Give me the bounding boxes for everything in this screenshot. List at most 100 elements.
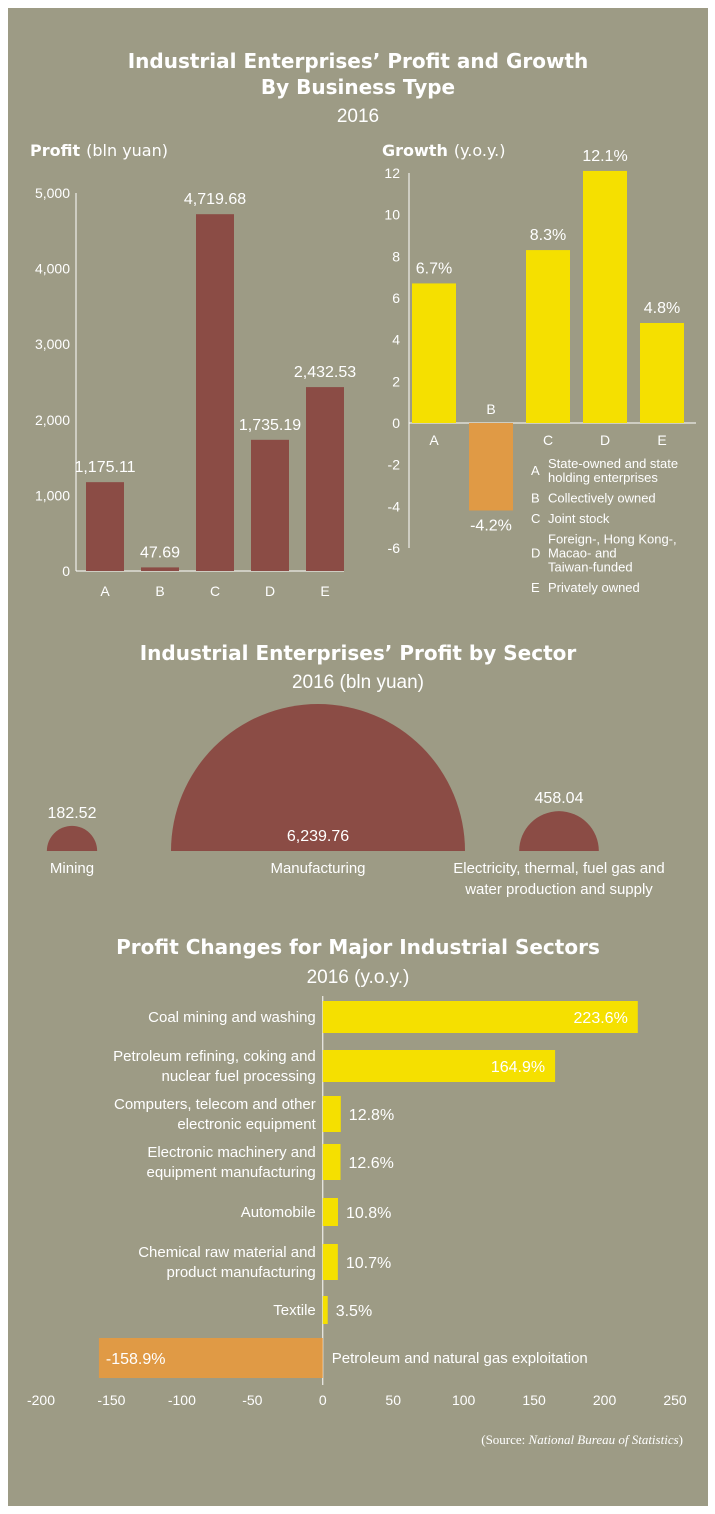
profit-category-label: D [265,583,275,599]
profit-axis-title: Profit (bln yuan) [30,141,168,160]
changes-category-label: nuclear fuel processing [162,1068,316,1085]
profit-axis-title-unit: (bln yuan) [86,141,168,160]
profit-bar [196,214,234,571]
changes-category-label: Chemical raw material and [138,1244,316,1261]
changes-category-label: Coal mining and washing [148,1009,316,1026]
changes-x-tick-label: -150 [97,1392,125,1408]
changes-value-label: 12.6% [349,1155,394,1172]
growth-y-tick-label: 2 [392,373,400,389]
legend-text: Collectively owned [548,491,656,506]
changes-bar [98,1338,323,1378]
growth-axis-title-unit: (y.o.y.) [454,141,506,160]
profit-category-label: E [320,583,329,599]
changes-category-label: electronic equipment [177,1116,316,1133]
changes-x-tick-label: 0 [319,1392,327,1408]
profit-y-tick-label: 0 [62,563,70,579]
changes-x-tick-label: 200 [593,1392,617,1408]
changes-value-label: 12.8% [349,1107,394,1124]
sector-value-label: 458.04 [535,790,584,807]
growth-category-label: A [429,432,439,448]
source-prefix: (Source: [481,1432,528,1447]
changes-category-label: Automobile [241,1204,316,1221]
section1-title-line1: Industrial Enterprises’ Profit and Growt… [128,49,589,73]
legend-key: D [531,546,540,561]
profit-y-tick-label: 3,000 [35,336,70,352]
changes-value-label: 164.9% [491,1059,545,1076]
profit-category-label: B [155,583,164,599]
legend-text: Joint stock [548,511,610,526]
sector-value-label: 182.52 [48,805,97,822]
profit-changes-bar-chart: 223.6% Coal mining and washing 164.9% Petro… [27,996,687,1408]
changes-value-label: -158.9% [106,1351,166,1368]
infographic-panel: Industrial Enterprises’ Profit and Growt… [8,8,708,1506]
legend-text: Privately owned [548,580,640,595]
legend-key: B [531,491,540,506]
changes-value-label: 10.7% [346,1255,391,1272]
profit-bar [86,482,124,571]
changes-category-label: Electronic machinery and [147,1144,315,1161]
sector-semicircle [46,825,98,851]
section1-year: 2016 [337,106,379,127]
changes-x-tick-label: -100 [168,1392,196,1408]
growth-bar [640,323,684,423]
infographic-canvas: Industrial Enterprises’ Profit and Growt… [27,49,696,1447]
changes-value-label: 223.6% [574,1010,628,1027]
sector-semicircle [519,811,599,851]
changes-x-tick-label: -50 [242,1392,262,1408]
profit-value-label: 2,432.53 [294,364,356,381]
profit-category-label: A [100,583,110,599]
sector-name-label: Manufacturing [270,860,365,877]
changes-x-tick-label: -200 [27,1392,55,1408]
profit-bar [251,439,289,571]
source-note: (Source: National Bureau of Statistics) [481,1432,683,1447]
growth-value-label: -4.2% [470,518,512,535]
growth-bar [412,283,456,423]
sector-semicircle [171,704,465,851]
profit-y-tick-label: 2,000 [35,412,70,428]
changes-category-label: Petroleum and natural gas exploitation [332,1350,588,1367]
growth-bar [583,170,627,423]
growth-y-tick-label: -2 [388,457,401,473]
profit-y-tick-label: 4,000 [35,261,70,277]
sector-value-label: 6,239.76 [287,828,349,845]
changes-bar [322,1244,338,1280]
profit-bar-chart: 0 1,000 2,000 3,000 4,000 5,000 1,175.11 A 47.69… [35,185,356,599]
growth-value-label: 4.8% [644,300,680,317]
changes-bar [322,1096,341,1132]
profit-category-label: C [210,583,220,599]
changes-value-label: 10.8% [346,1205,391,1222]
changes-bar [322,1198,338,1226]
changes-category-label: product manufacturing [167,1264,316,1281]
changes-category-label: Computers, telecom and other [114,1096,316,1113]
changes-category-label: equipment manufacturing [146,1164,315,1181]
sector-name-label: Mining [50,860,94,877]
legend-text: holding enterprises [548,470,658,485]
profit-value-label: 1,735.19 [239,417,301,434]
sector-profit-title: Industrial Enterprises’ Profit by Sector [140,641,577,665]
profit-value-label: 47.69 [140,544,180,561]
sector-name-label: Electricity, thermal, fuel gas and [453,860,664,877]
legend-key: C [531,511,540,526]
profit-changes-subtitle: 2016 (y.o.y.) [307,967,410,988]
profit-bar [141,567,179,571]
growth-axis-title: Growth (y.o.y.) [382,141,505,160]
profit-bar [306,387,344,571]
changes-x-tick-label: 150 [522,1392,546,1408]
growth-y-tick-label: 6 [392,290,400,306]
growth-axis-title-bold: Growth [382,141,448,160]
profit-value-label: 4,719.68 [184,191,246,208]
growth-category-label: B [486,401,495,417]
legend-text: Foreign-, Hong Kong-, [548,532,677,547]
growth-y-tick-label: 4 [392,332,400,348]
changes-category-label: Textile [273,1302,316,1319]
changes-bar [322,1296,328,1324]
legend-text: Macao- and [548,546,617,561]
source-suffix: ) [679,1432,683,1447]
growth-y-tick-label: -6 [388,540,401,556]
profit-changes-title: Profit Changes for Major Industrial Sect… [116,935,600,959]
changes-category-label: Petroleum refining, coking and [113,1048,316,1065]
changes-bar [322,1144,341,1180]
section1-title-line2: By Business Type [261,75,455,99]
